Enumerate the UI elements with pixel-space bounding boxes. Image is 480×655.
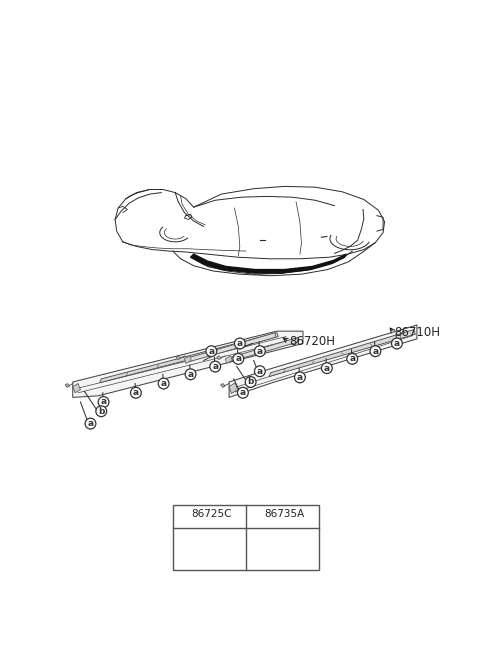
Polygon shape: [229, 325, 417, 398]
Polygon shape: [225, 356, 232, 364]
Circle shape: [245, 377, 256, 387]
Text: 86710H: 86710H: [394, 326, 440, 339]
Polygon shape: [176, 356, 180, 360]
Text: a: a: [87, 419, 94, 428]
Circle shape: [85, 418, 96, 429]
Text: a: a: [133, 388, 139, 398]
Text: b: b: [98, 407, 105, 416]
Polygon shape: [184, 356, 192, 364]
Text: a: a: [188, 370, 193, 379]
Text: a: a: [297, 373, 303, 382]
Polygon shape: [73, 331, 303, 398]
Polygon shape: [217, 356, 221, 360]
Polygon shape: [221, 384, 225, 387]
Text: a: a: [208, 346, 215, 356]
Circle shape: [233, 354, 244, 364]
Text: a: a: [394, 339, 400, 348]
Text: a: a: [257, 346, 263, 356]
Polygon shape: [229, 337, 299, 362]
Circle shape: [250, 509, 261, 520]
Polygon shape: [65, 384, 70, 387]
Polygon shape: [73, 384, 81, 393]
Bar: [173, 505, 319, 570]
Circle shape: [131, 387, 141, 398]
Text: 86725C: 86725C: [192, 510, 232, 519]
Circle shape: [254, 346, 265, 356]
Circle shape: [96, 406, 107, 417]
Text: a: a: [212, 362, 218, 371]
Circle shape: [392, 338, 402, 349]
Text: 86735A: 86735A: [264, 510, 305, 519]
Circle shape: [370, 346, 381, 356]
Circle shape: [238, 387, 248, 398]
Text: 86720H: 86720H: [289, 335, 335, 348]
Text: a: a: [179, 510, 185, 519]
Polygon shape: [188, 333, 275, 362]
Polygon shape: [269, 329, 415, 377]
Circle shape: [295, 372, 305, 383]
Text: a: a: [235, 354, 241, 364]
Circle shape: [158, 378, 169, 389]
Text: a: a: [372, 346, 378, 356]
Text: a: a: [324, 364, 330, 373]
Circle shape: [234, 338, 245, 349]
Text: a: a: [237, 339, 243, 348]
Text: b: b: [247, 377, 254, 386]
Circle shape: [206, 346, 217, 356]
Text: a: a: [349, 354, 355, 364]
Text: a: a: [257, 367, 263, 376]
Circle shape: [322, 363, 332, 373]
Polygon shape: [100, 333, 278, 383]
Circle shape: [177, 509, 188, 520]
Text: b: b: [252, 510, 259, 519]
Circle shape: [98, 397, 109, 407]
Circle shape: [254, 365, 265, 377]
Circle shape: [185, 369, 196, 380]
Text: a: a: [100, 398, 107, 407]
Polygon shape: [229, 383, 238, 394]
Text: a: a: [160, 379, 167, 388]
Circle shape: [347, 354, 358, 364]
Polygon shape: [191, 254, 346, 272]
Text: a: a: [240, 388, 246, 398]
Circle shape: [210, 361, 221, 372]
